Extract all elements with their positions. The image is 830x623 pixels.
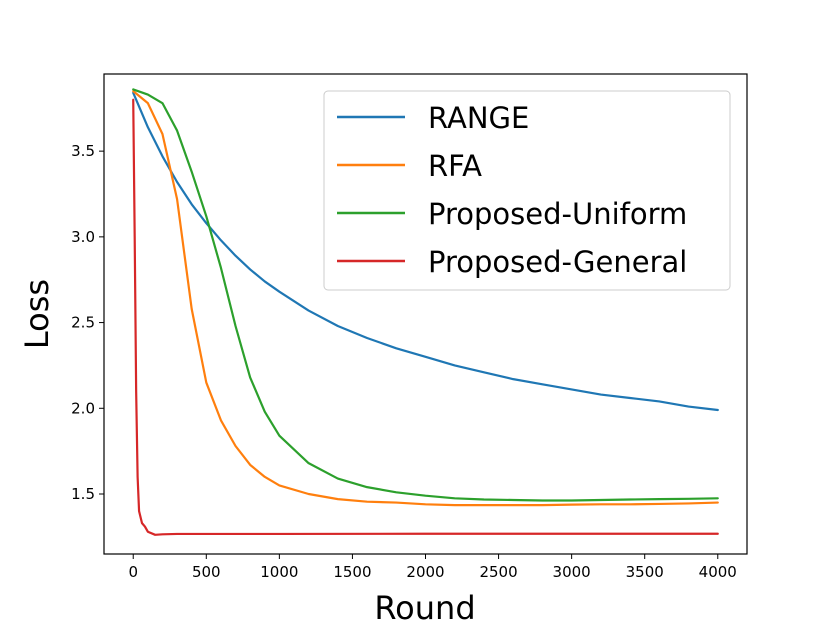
y-tick-label: 2.5 [71, 314, 95, 332]
series-line-proposed-general [132, 98, 719, 536]
y-axis-ticks: 1.5 2.0 2.5 3.0 3.5 [71, 142, 104, 503]
legend: RANGE RFA Proposed-Uniform Proposed-General [323, 90, 731, 291]
x-tick-label: 3000 [553, 563, 591, 581]
x-tick-label: 3500 [626, 563, 664, 581]
y-tick-label: 3.0 [71, 228, 95, 246]
legend-label-proposed-general: Proposed-General [428, 245, 687, 279]
series-line-proposed-uniform [132, 88, 719, 502]
legend-label-proposed-uniform: Proposed-Uniform [428, 197, 687, 231]
x-axis-ticks: 0 500 1000 1500 2000 2500 3000 3500 4000 [128, 554, 737, 581]
legend-box [323, 90, 731, 291]
legend-entries: RANGE RFA Proposed-Uniform Proposed-General [337, 101, 687, 279]
x-tick-label: 500 [192, 563, 221, 581]
series-line-rfa [132, 90, 719, 507]
x-tick-label: 1000 [260, 563, 298, 581]
y-axis-label: Loss [18, 279, 56, 349]
series-line-range [132, 91, 719, 412]
y-tick-label: 3.5 [71, 142, 95, 160]
x-tick-label: 4000 [699, 563, 737, 581]
series-layer [132, 88, 719, 536]
legend-label-rfa: RFA [428, 149, 482, 183]
x-tick-label: 0 [128, 563, 138, 581]
legend-label-range: RANGE [428, 101, 529, 135]
x-tick-label: 2000 [406, 563, 444, 581]
y-tick-label: 2.0 [71, 399, 95, 417]
x-tick-label: 2500 [479, 563, 517, 581]
x-axis-label: Round [374, 589, 475, 623]
x-tick-label: 1500 [333, 563, 371, 581]
y-tick-label: 1.5 [71, 485, 95, 503]
